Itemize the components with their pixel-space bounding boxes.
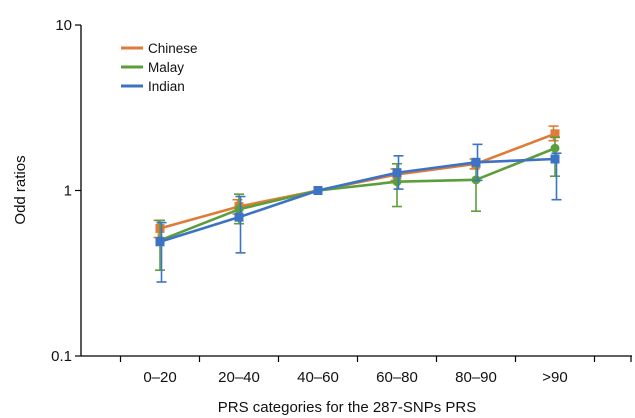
x-tick-label-4: 80–90 xyxy=(455,369,497,386)
indian-point-1 xyxy=(234,212,244,222)
series-malay xyxy=(155,136,560,271)
y-axis-title: Odd ratios xyxy=(12,155,29,224)
axes: 10 1 0.1 0–20 20–40 40–60 60–80 80–90 >90 xyxy=(51,17,632,386)
indian-point-3 xyxy=(392,168,402,178)
x-axis-title: PRS categories for the 287-SNPs PRS xyxy=(218,399,476,416)
malay-point-3 xyxy=(392,177,402,187)
malay-point-5 xyxy=(550,143,560,153)
x-tick-label-3: 60–80 xyxy=(376,369,418,386)
indian-point-4 xyxy=(471,157,481,167)
indian-point-2 xyxy=(313,186,323,195)
y-tick-label-2: 0.1 xyxy=(51,348,72,365)
x-tick-label-2: 40–60 xyxy=(297,369,339,386)
y-tick-label-1: 1 xyxy=(64,183,72,200)
x-tick-label-5: >90 xyxy=(542,369,567,386)
legend-label-indian: Indian xyxy=(148,79,185,94)
legend-label-chinese: Chinese xyxy=(148,41,198,56)
indian-point-0 xyxy=(155,237,165,247)
y-tick-label-0: 10 xyxy=(55,17,72,34)
indian-point-5 xyxy=(550,154,560,164)
series-indian xyxy=(155,143,562,283)
malay-dashed-line xyxy=(159,147,556,241)
series-layer xyxy=(153,125,562,283)
legend: Chinese Malay Indian xyxy=(121,41,198,94)
malay-point-1 xyxy=(234,204,244,214)
chinese-point-5 xyxy=(550,129,560,139)
indian-dashed-line xyxy=(159,158,556,243)
x-tick-label-1: 20–40 xyxy=(218,369,260,386)
legend-label-malay: Malay xyxy=(148,60,184,75)
x-tick-label-0: 0–20 xyxy=(143,369,176,386)
